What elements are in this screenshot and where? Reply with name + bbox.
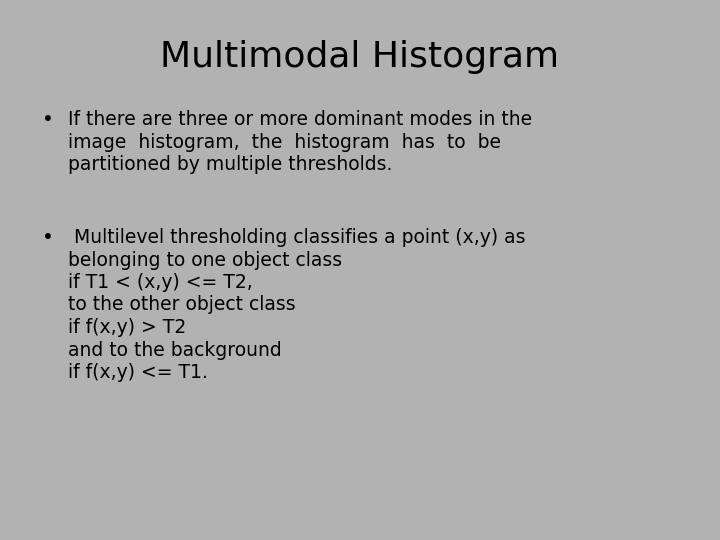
Text: if T1 < (x,y) <= T2,: if T1 < (x,y) <= T2, [68,273,253,292]
Text: if f(x,y) > T2: if f(x,y) > T2 [68,318,186,337]
Text: If there are three or more dominant modes in the: If there are three or more dominant mode… [68,110,532,129]
Text: •: • [42,228,54,247]
Text: image  histogram,  the  histogram  has  to  be: image histogram, the histogram has to be [68,132,501,152]
Text: •: • [42,110,54,129]
Text: belonging to one object class: belonging to one object class [68,251,342,269]
Text: Multilevel thresholding classifies a point (x,y) as: Multilevel thresholding classifies a poi… [68,228,526,247]
Text: if f(x,y) <= T1.: if f(x,y) <= T1. [68,363,208,382]
Text: Multimodal Histogram: Multimodal Histogram [161,40,559,74]
Text: partitioned by multiple thresholds.: partitioned by multiple thresholds. [68,155,392,174]
Text: and to the background: and to the background [68,341,282,360]
Text: to the other object class: to the other object class [68,295,296,314]
